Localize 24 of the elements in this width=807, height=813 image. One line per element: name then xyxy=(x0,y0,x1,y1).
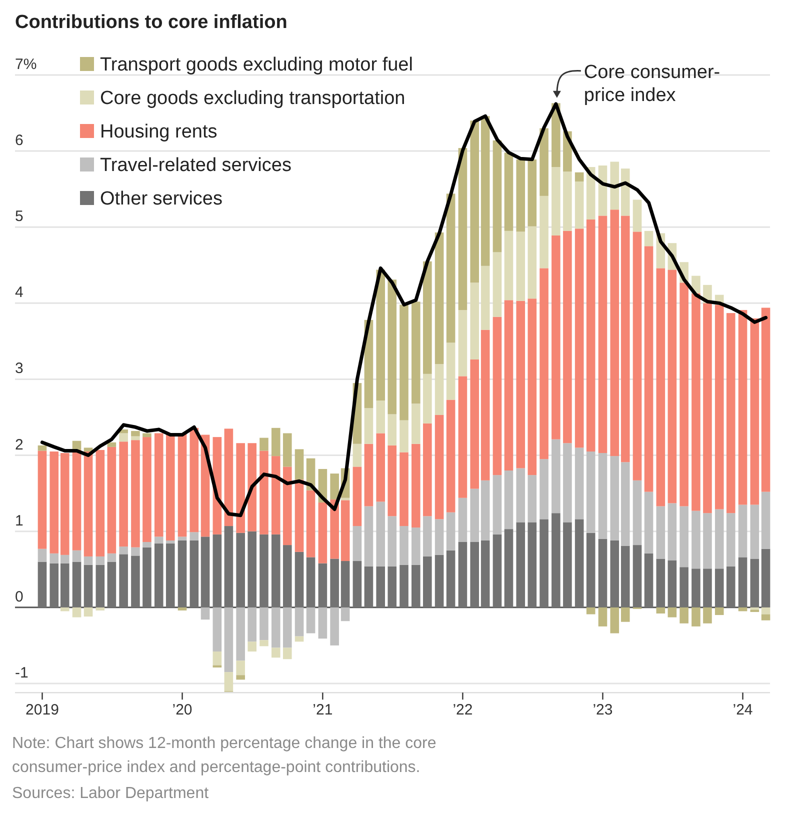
y-tick-label: 2 xyxy=(15,436,24,454)
y-tick-label: 6 xyxy=(15,132,24,150)
y-tick-label: -1 xyxy=(15,664,28,682)
source-note: Sources: Labor Department xyxy=(12,785,210,802)
legend-label: Core goods excluding transportation xyxy=(100,88,406,110)
legend-label: Other services xyxy=(100,188,222,210)
legend-label: Transport goods excluding motor fuel xyxy=(100,54,413,76)
text: Note: Chart shows 12-month percentage change in the core consumer-price index and percentage-point contributions. xyxy=(12,735,436,776)
y-tick-label: 3 xyxy=(15,360,24,378)
x-tick-label: ’22 xyxy=(452,702,473,719)
y-tick-label: 5 xyxy=(15,208,24,226)
legend-label: Travel-related services xyxy=(100,155,292,176)
x-tick-label: 2019 xyxy=(26,702,59,719)
y-tick-label: 1 xyxy=(15,512,24,530)
x-tick-label: ’24 xyxy=(732,702,753,719)
x-tick-label: ’21 xyxy=(312,702,333,719)
x-tick-label: ’20 xyxy=(172,702,192,719)
x-tick-label: ’23 xyxy=(592,702,613,719)
y-tick-label: 7% xyxy=(15,56,37,73)
series-label: Core consumer-price index xyxy=(584,62,720,106)
legend-label: Housing rents xyxy=(100,122,218,143)
y-tick-label: 0 xyxy=(15,588,24,606)
chart-title: Contributions to core inflation xyxy=(15,12,288,33)
y-tick-label: 4 xyxy=(15,284,24,302)
